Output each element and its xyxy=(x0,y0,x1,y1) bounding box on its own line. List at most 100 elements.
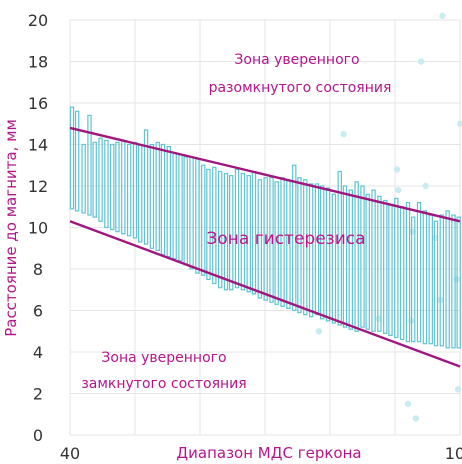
hysteresis-bar xyxy=(422,210,428,345)
hysteresis-bar xyxy=(74,110,80,212)
boundary-line xyxy=(69,220,461,368)
scatter-point xyxy=(412,415,419,422)
x-axis-title: Диапазон МДС геркона xyxy=(176,444,361,462)
open-zone-label-line2: разомкнутого состояния xyxy=(209,80,392,96)
hysteresis-bar xyxy=(399,206,405,341)
hysteresis-bar xyxy=(166,145,171,258)
hysteresis-bar xyxy=(348,189,354,330)
hysteresis-bar xyxy=(195,158,200,274)
scatter-point xyxy=(454,386,462,393)
hysteresis-bar xyxy=(257,179,263,299)
boundary-line xyxy=(69,126,461,223)
scatter-point xyxy=(395,186,402,194)
scatter-dots xyxy=(315,12,462,422)
hysteresis-bar xyxy=(104,139,109,229)
hysteresis-bar xyxy=(240,172,246,291)
hysteresis-bar xyxy=(115,141,120,233)
hysteresis-bar xyxy=(206,168,211,280)
hysteresis-bar xyxy=(456,216,461,349)
scatter-point xyxy=(422,182,429,190)
hysteresis-bar xyxy=(354,181,359,332)
y-tick-label: 14 xyxy=(28,136,48,155)
hysteresis-bar xyxy=(234,168,240,289)
hysteresis-bar xyxy=(371,189,376,332)
hysteresis-bar xyxy=(87,114,92,216)
y-tick-label: 16 xyxy=(28,94,48,113)
hysteresis-bar xyxy=(126,143,132,237)
hysteresis-bar xyxy=(445,210,450,349)
hysteresis-bar xyxy=(274,181,279,305)
hysteresis-bar xyxy=(394,197,399,339)
hysteresis-bar xyxy=(416,202,422,343)
scatter-point xyxy=(439,12,446,20)
y-tick-label: 4 xyxy=(33,343,43,362)
hysteresis-bar xyxy=(143,129,149,245)
hysteresis-bar xyxy=(201,164,206,276)
hysteresis-bar xyxy=(229,175,234,291)
hysteresis-bar xyxy=(297,177,302,314)
y-tick-label: 2 xyxy=(33,385,43,404)
hysteresis-bar xyxy=(189,156,194,270)
hysteresis-bar xyxy=(246,175,251,293)
hysteresis-bar xyxy=(433,220,439,347)
hysteresis-bar xyxy=(149,143,155,249)
x-tick-labels: 40 100 xyxy=(60,444,462,463)
hysteresis-bar xyxy=(223,172,229,291)
hysteresis-bar xyxy=(212,166,217,285)
hysteresis-bar xyxy=(69,106,75,210)
hysteresis-bar xyxy=(377,195,382,332)
hysteresis-bar xyxy=(98,137,103,222)
hysteresis-bar xyxy=(292,164,297,312)
hysteresis-bar xyxy=(269,177,274,303)
hysteresis-bar xyxy=(121,139,126,235)
y-tick-label: 20 xyxy=(28,11,48,30)
hysteresis-bar xyxy=(217,170,223,289)
y-tick-label: 6 xyxy=(33,302,43,321)
scatter-point xyxy=(404,400,412,408)
boundary-lines xyxy=(69,126,461,368)
hysteresis-bar xyxy=(172,152,177,260)
hysteresis-bar xyxy=(411,216,416,343)
open-zone-label-line1: Зона уверенного xyxy=(234,52,359,68)
hysteresis-bar xyxy=(303,179,308,316)
scatter-point xyxy=(417,58,425,65)
closed-zone-label-line2: замкнутого состояния xyxy=(81,376,246,392)
scatter-point xyxy=(315,328,323,335)
y-tick-label: 8 xyxy=(33,260,43,279)
hysteresis-bar xyxy=(360,185,365,328)
hysteresis-bars xyxy=(69,106,461,349)
hysteresis-bar xyxy=(308,183,314,318)
hysteresis-bar xyxy=(439,214,445,347)
scatter-point xyxy=(340,130,347,138)
y-tick-label: 12 xyxy=(28,177,48,196)
hysteresis-bar xyxy=(428,214,433,345)
hysteresis-bar xyxy=(331,193,337,324)
hysteresis-bar xyxy=(155,141,160,251)
hysteresis-bar xyxy=(110,143,115,231)
scatter-point xyxy=(393,166,401,173)
hysteresis-bar xyxy=(325,187,331,322)
scatter-point xyxy=(456,120,462,127)
hysteresis-zone-label: Зона гистерезиса xyxy=(206,229,365,249)
y-tick-label: 10 xyxy=(28,219,48,238)
hysteresis-bar xyxy=(263,177,268,301)
scatter-point xyxy=(409,228,416,235)
hysteresis-bar xyxy=(81,143,86,214)
hysteresis-bar xyxy=(383,199,388,334)
hysteresis-bar xyxy=(451,214,456,349)
scatter-point xyxy=(432,234,439,242)
y-tick-label: 0 xyxy=(33,426,43,445)
closed-zone-label-line1: Зона уверенного xyxy=(101,350,226,366)
scatter-point xyxy=(375,315,382,322)
hysteresis-bar xyxy=(342,185,348,328)
hysteresis-bar xyxy=(405,202,411,343)
hysteresis-bar xyxy=(314,183,320,316)
y-tick-labels: 0 2 4 6 8 10 12 14 16 18 20 xyxy=(28,11,48,445)
y-tick-label: 18 xyxy=(28,53,48,72)
hysteresis-bar xyxy=(92,141,97,218)
hysteresis-bar xyxy=(183,156,188,266)
hysteresis-bar xyxy=(178,154,183,262)
hysteresis-bar xyxy=(160,143,166,256)
hysteresis-bar xyxy=(337,170,342,326)
